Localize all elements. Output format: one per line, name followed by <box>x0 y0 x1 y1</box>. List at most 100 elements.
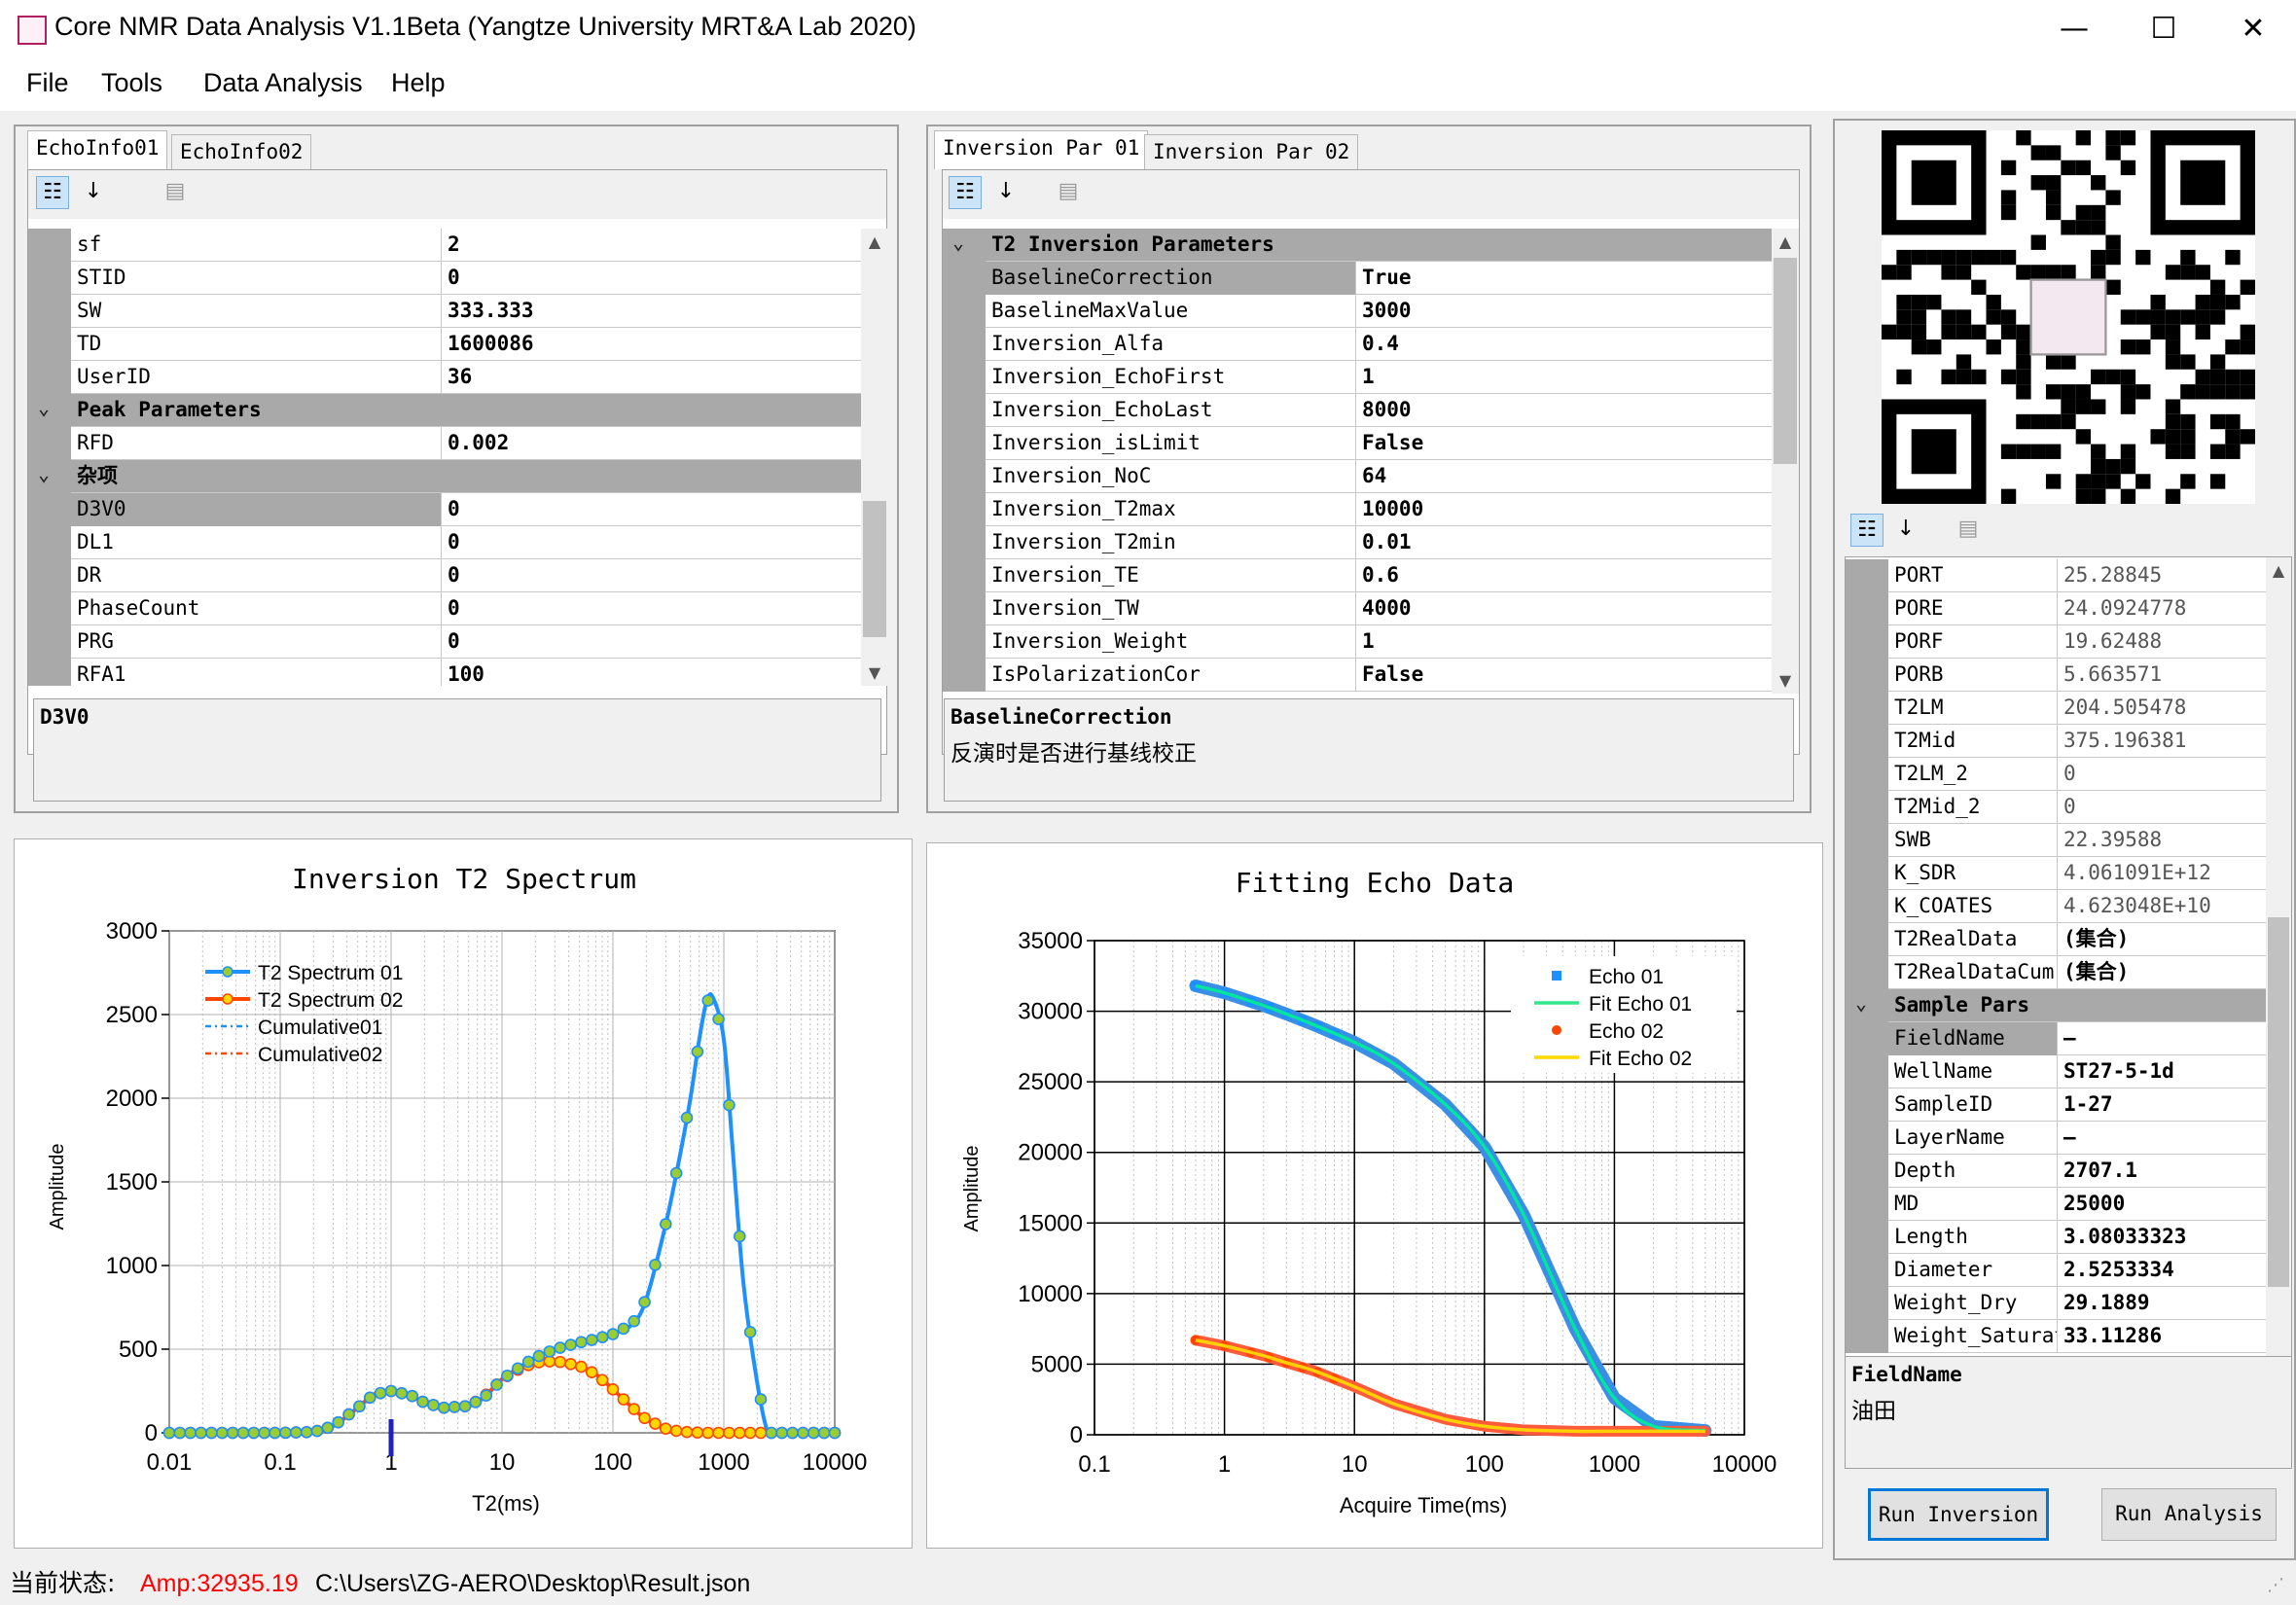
property-row[interactable]: BaselineCorrection True <box>943 262 1772 295</box>
property-value[interactable]: 0 <box>448 596 460 620</box>
property-value[interactable]: 0.002 <box>448 431 510 454</box>
scroll-thumb[interactable] <box>2268 917 2289 1287</box>
categorized-view-icon[interactable]: ☷ <box>949 176 982 209</box>
sort-alphabetical-icon[interactable]: ↓ <box>1896 517 1916 541</box>
property-value[interactable]: 3.08033323 <box>2063 1225 2187 1248</box>
property-value[interactable]: 0 <box>448 266 460 289</box>
category-row[interactable]: ⌄ Sample Pars <box>1846 989 2266 1022</box>
property-row[interactable]: SWB 22.39588 <box>1846 824 2266 857</box>
resize-grip-icon[interactable]: ⋰ <box>2267 1575 2284 1595</box>
property-row[interactable]: PhaseCount 0 <box>28 592 861 625</box>
property-value[interactable]: 1 <box>1362 629 1375 653</box>
menu-data-analysis[interactable]: Data Analysis <box>203 68 363 97</box>
collapse-chevron-icon[interactable]: ⌄ <box>38 396 51 419</box>
property-value[interactable]: 0.6 <box>1362 563 1399 587</box>
property-value[interactable]: 24.0924778 <box>2063 596 2187 620</box>
property-value[interactable]: — <box>2063 1125 2076 1149</box>
property-value[interactable]: 0.4 <box>1362 332 1399 355</box>
property-row[interactable]: PORF 19.62488 <box>1846 625 2266 659</box>
property-row[interactable]: T2RealDataCum (集合) <box>1846 956 2266 989</box>
property-row[interactable]: K_SDR 4.061091E+12 <box>1846 857 2266 890</box>
collapse-chevron-icon[interactable]: ⌄ <box>1855 991 1868 1015</box>
property-row[interactable]: PRG 0 <box>28 625 861 659</box>
tab-inversion-par-02[interactable]: Inversion Par 02 <box>1144 134 1359 169</box>
property-value[interactable]: 1-27 <box>2063 1092 2113 1116</box>
run-inversion-button[interactable]: Run Inversion <box>1868 1488 2049 1541</box>
property-value[interactable]: (集合) <box>2063 927 2130 950</box>
scroll-thumb[interactable] <box>1774 258 1797 464</box>
property-value[interactable]: 2707.1 <box>2063 1159 2137 1182</box>
t2-spectrum-chart[interactable]: Inversion T2 Spectrum T2(ms) Amplitude 0… <box>14 838 913 1549</box>
property-value[interactable]: 4.061091E+12 <box>2063 861 2211 884</box>
property-value[interactable]: 5.663571 <box>2063 662 2163 686</box>
property-row[interactable]: BaselineMaxValue 3000 <box>943 295 1772 328</box>
property-value[interactable]: 1 <box>1362 365 1375 388</box>
menu-help[interactable]: Help <box>391 68 446 97</box>
property-value[interactable]: 36 <box>448 365 473 388</box>
property-row[interactable]: SampleID 1-27 <box>1846 1088 2266 1122</box>
property-row[interactable]: Inversion_isLimit False <box>943 427 1772 460</box>
property-value[interactable]: False <box>1362 662 1424 686</box>
property-row[interactable]: Length 3.08033323 <box>1846 1221 2266 1254</box>
property-row[interactable]: SW 333.333 <box>28 295 861 328</box>
property-row[interactable]: Weight_Dry 29.1889 <box>1846 1287 2266 1320</box>
property-pages-icon[interactable]: ▤ <box>1058 179 1079 203</box>
property-row[interactable]: TD 1600086 <box>28 328 861 361</box>
run-analysis-button[interactable]: Run Analysis <box>2101 1488 2277 1541</box>
property-row[interactable]: T2LM 204.505478 <box>1846 692 2266 725</box>
categorized-view-icon[interactable]: ☷ <box>36 176 69 209</box>
result-scrollbar[interactable]: ▲ ▼ <box>2266 557 2291 1468</box>
property-value[interactable]: 0 <box>448 530 460 553</box>
property-row[interactable]: Weight_Saturat 33.11286 <box>1846 1320 2266 1353</box>
property-row[interactable]: PORE 24.0924778 <box>1846 592 2266 625</box>
property-value[interactable]: 4000 <box>1362 596 1412 620</box>
maximize-button[interactable]: ☐ <box>2150 12 2177 46</box>
property-row[interactable]: DR 0 <box>28 559 861 592</box>
property-pages-icon[interactable]: ▤ <box>1957 517 1979 541</box>
property-row[interactable]: Inversion_Alfa 0.4 <box>943 328 1772 361</box>
property-value[interactable]: — <box>2063 1026 2076 1050</box>
property-row[interactable]: RFA1 100 <box>28 659 861 686</box>
sort-alphabetical-icon[interactable]: ↓ <box>84 179 103 203</box>
property-value[interactable]: 4.623048E+10 <box>2063 894 2211 917</box>
minimize-button[interactable]: — <box>2060 12 2089 46</box>
tab-inversion-par-01[interactable]: Inversion Par 01 <box>934 130 1149 169</box>
scroll-up-icon[interactable]: ▲ <box>1778 232 1792 251</box>
property-row[interactable]: Diameter 2.5253334 <box>1846 1254 2266 1287</box>
property-row[interactable]: PORT 25.28845 <box>1846 559 2266 592</box>
property-row[interactable]: Inversion_EchoFirst 1 <box>943 361 1772 394</box>
property-row[interactable]: sf 2 <box>28 229 861 262</box>
sort-alphabetical-icon[interactable]: ↓ <box>996 179 1016 203</box>
property-row[interactable]: T2LM_2 0 <box>1846 758 2266 791</box>
property-value[interactable]: 100 <box>448 662 484 686</box>
property-row[interactable]: Inversion_T2min 0.01 <box>943 526 1772 559</box>
categorized-view-icon[interactable]: ☷ <box>1850 514 1883 547</box>
collapse-chevron-icon[interactable]: ⌄ <box>952 231 965 254</box>
property-row[interactable]: K_COATES 4.623048E+10 <box>1846 890 2266 923</box>
property-value[interactable]: 0 <box>2063 795 2076 818</box>
property-pages-icon[interactable]: ▤ <box>164 179 186 203</box>
property-row[interactable]: LayerName — <box>1846 1122 2266 1155</box>
property-value[interactable]: 0 <box>448 497 460 520</box>
property-row[interactable]: Inversion_T2max 10000 <box>943 493 1772 526</box>
property-row[interactable]: WellName ST27-5-1d <box>1846 1055 2266 1088</box>
scroll-up-icon[interactable]: ▲ <box>868 232 881 251</box>
property-value[interactable]: 29.1889 <box>2063 1291 2150 1314</box>
scroll-up-icon[interactable]: ▲ <box>2272 561 2285 580</box>
property-row[interactable]: Depth 2707.1 <box>1846 1155 2266 1188</box>
property-value[interactable]: True <box>1362 266 1412 289</box>
tab-echoinfo02[interactable]: EchoInfo02 <box>171 134 312 169</box>
property-value[interactable]: 333.333 <box>448 299 534 322</box>
property-row[interactable]: Inversion_TW 4000 <box>943 592 1772 625</box>
property-row[interactable]: Inversion_NoC 64 <box>943 460 1772 493</box>
property-row[interactable]: Inversion_TE 0.6 <box>943 559 1772 592</box>
property-row[interactable]: Inversion_EchoLast 8000 <box>943 394 1772 427</box>
property-row[interactable]: UserID 36 <box>28 361 861 394</box>
property-value[interactable]: 204.505478 <box>2063 696 2187 719</box>
property-value[interactable]: False <box>1362 431 1424 454</box>
menu-file[interactable]: File <box>26 68 69 97</box>
property-row[interactable]: STID 0 <box>28 262 861 295</box>
property-row[interactable]: DL1 0 <box>28 526 861 559</box>
property-value[interactable]: 2 <box>448 232 460 256</box>
property-value[interactable]: 375.196381 <box>2063 729 2187 752</box>
